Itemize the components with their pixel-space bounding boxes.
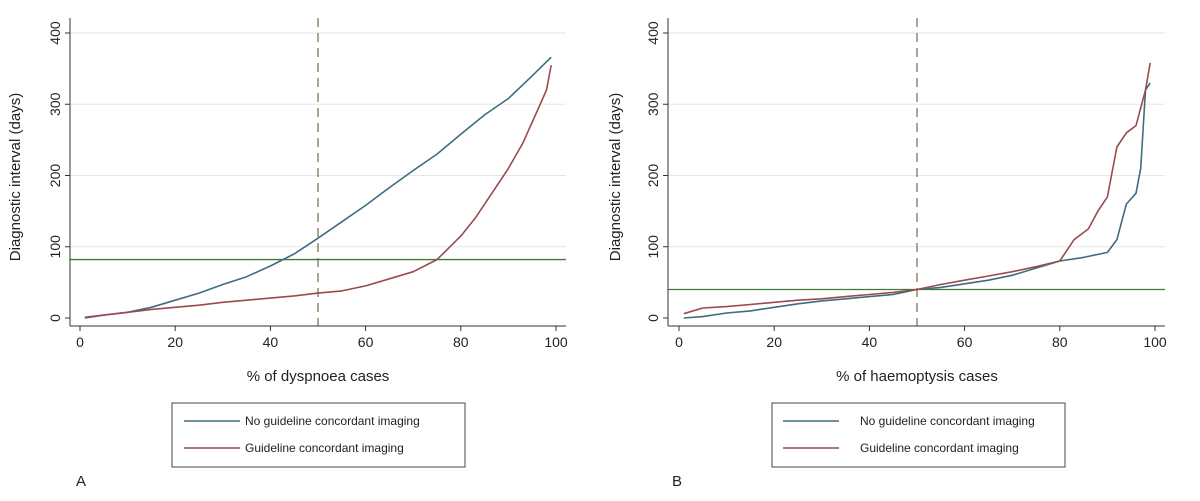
legend-b: No guideline concordant imaging Guidelin… xyxy=(771,402,1066,468)
series-b xyxy=(683,62,1151,319)
reference-lines-b xyxy=(668,18,1165,326)
series-line-a-1 xyxy=(84,64,552,319)
legend-box-b xyxy=(771,402,1066,468)
x-axis-label-b: % of haemoptysis cases xyxy=(836,368,998,385)
y-axis-label-b: Diagnostic interval (days) xyxy=(607,93,624,261)
y-tick-label-b-0: 0 xyxy=(645,314,661,322)
panel-a: 0 100 200 300 400 0 20 40 60 80 100 Diagnostic int… xyxy=(7,18,568,490)
y-tick-label-a-400: 400 xyxy=(47,21,63,45)
y-tick-label-b-200: 200 xyxy=(645,164,661,188)
legend-box-a xyxy=(171,402,466,468)
y-axis-label-a: Diagnostic interval (days) xyxy=(7,93,24,261)
x-tick-label-a-80: 80 xyxy=(453,334,469,350)
x-tick-label-b-40: 40 xyxy=(862,334,878,350)
x-tick-label-b-80: 80 xyxy=(1052,334,1068,350)
x-tick-label-a-60: 60 xyxy=(358,334,374,350)
x-tick-label-a-40: 40 xyxy=(263,334,279,350)
y-tick-label-b-300: 300 xyxy=(645,92,661,116)
x-tick-label-b-0: 0 xyxy=(675,334,683,350)
series-line-b-1 xyxy=(683,62,1151,315)
legend-label-a-0: No guideline concordant imaging xyxy=(245,414,420,428)
x-tick-label-b-20: 20 xyxy=(766,334,782,350)
panel-label-b: B xyxy=(672,473,682,490)
y-tick-label-a-200: 200 xyxy=(47,164,63,188)
x-axis-label-a: % of dyspnoea cases xyxy=(247,368,390,385)
legend-label-a-1: Guideline concordant imaging xyxy=(245,441,404,455)
y-tick-label-b-100: 100 xyxy=(645,235,661,259)
series-line-a-0 xyxy=(84,56,552,319)
series-a xyxy=(84,56,552,319)
x-tick-label-a-100: 100 xyxy=(544,334,568,350)
legend-label-b-1: Guideline concordant imaging xyxy=(860,441,1019,455)
panel-b: 0 100 200 300 400 0 20 40 60 80 100 Diagnostic int… xyxy=(607,18,1167,490)
x-tick-label-a-20: 20 xyxy=(167,334,183,350)
reference-lines-a xyxy=(70,18,566,326)
y-tick-label-a-0: 0 xyxy=(47,314,63,322)
series-line-b-0 xyxy=(683,82,1151,319)
axes-a: 0 100 200 300 400 0 20 40 60 80 100 xyxy=(47,18,568,350)
y-tick-label-a-100: 100 xyxy=(47,235,63,259)
x-tick-label-b-60: 60 xyxy=(957,334,973,350)
panel-label-a: A xyxy=(76,473,86,490)
y-tick-label-a-300: 300 xyxy=(47,92,63,116)
axes-b: 0 100 200 300 400 0 20 40 60 80 100 xyxy=(645,18,1167,350)
legend-a: No guideline concordant imaging Guidelin… xyxy=(171,402,466,468)
y-tick-label-b-400: 400 xyxy=(645,21,661,45)
x-tick-label-a-0: 0 xyxy=(76,334,84,350)
x-tick-label-b-100: 100 xyxy=(1143,334,1167,350)
legend-label-b-0: No guideline concordant imaging xyxy=(860,414,1035,428)
